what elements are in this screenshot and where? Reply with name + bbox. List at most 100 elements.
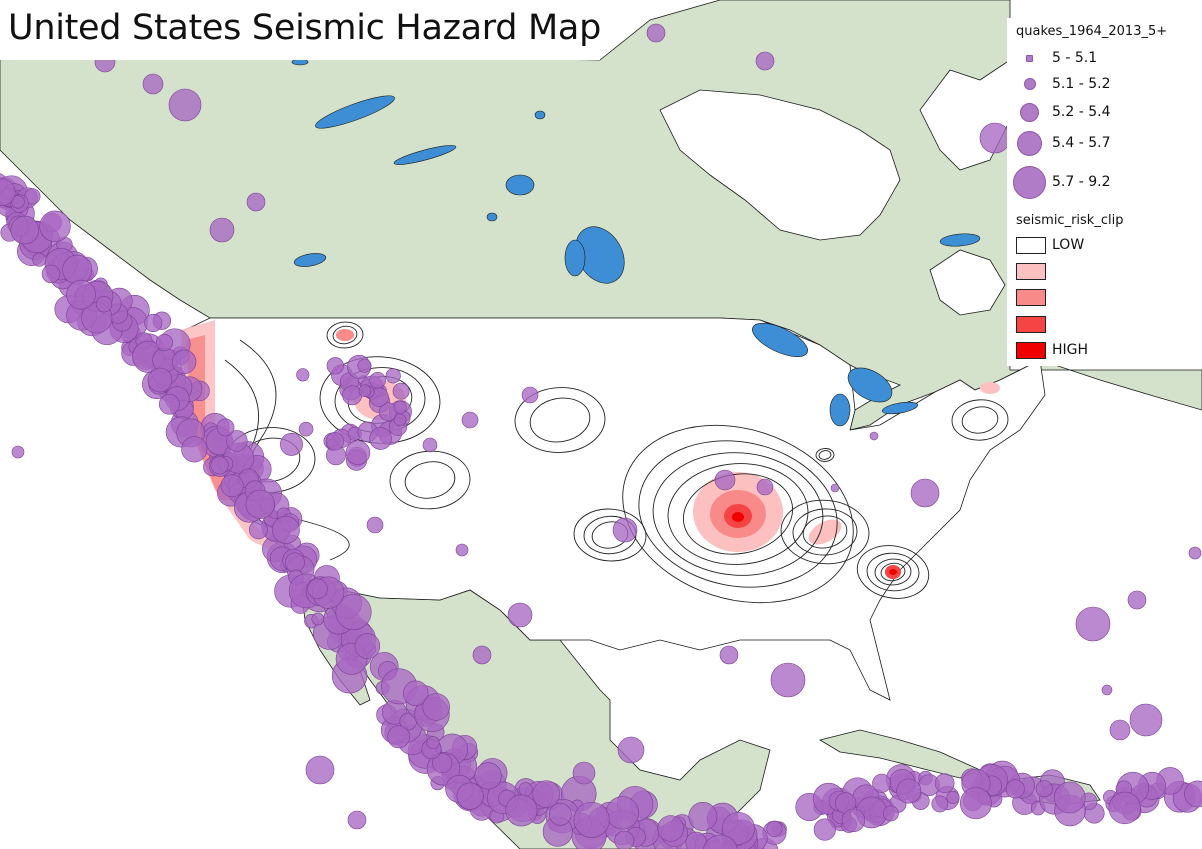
quake-marker bbox=[41, 264, 61, 284]
quake-marker bbox=[158, 393, 180, 415]
legend-risk-class bbox=[1007, 287, 1202, 307]
quake-marker bbox=[392, 382, 410, 400]
hazard-contour bbox=[866, 552, 920, 592]
hazard-contour bbox=[638, 440, 838, 588]
risk-zone bbox=[336, 329, 354, 341]
quake-marker bbox=[1108, 791, 1141, 825]
quake-marker bbox=[11, 445, 25, 459]
quake-marker bbox=[284, 552, 305, 573]
quake-marker bbox=[280, 432, 303, 456]
quake-marker bbox=[1127, 590, 1147, 610]
quake-marker bbox=[357, 358, 372, 373]
quake-marker bbox=[703, 834, 738, 849]
hazard-contour bbox=[514, 387, 606, 453]
risk-zone bbox=[889, 569, 897, 575]
lake-shape bbox=[564, 239, 586, 277]
quake-marker bbox=[910, 478, 940, 508]
quake-marker bbox=[358, 384, 372, 397]
quake-marker bbox=[959, 787, 992, 820]
quake-marker bbox=[612, 517, 638, 543]
hazard-contour bbox=[529, 397, 591, 443]
quake-marker bbox=[1109, 719, 1131, 741]
quake-marker bbox=[432, 752, 453, 774]
legend-risk-class bbox=[1007, 261, 1202, 281]
legend-risk-class bbox=[1007, 314, 1202, 334]
hazard-contour bbox=[802, 515, 848, 549]
quake-marker bbox=[934, 773, 955, 794]
quake-marker bbox=[209, 217, 235, 243]
risk-zone bbox=[185, 335, 235, 500]
quake-marker bbox=[387, 725, 411, 749]
quake-marker bbox=[385, 368, 401, 384]
hazard-contour bbox=[961, 406, 999, 434]
quake-marker bbox=[770, 662, 806, 698]
hazard-contour bbox=[780, 499, 870, 565]
legend-quake-label: 5.2 - 5.4 bbox=[1052, 104, 1111, 120]
hazard-contour bbox=[667, 463, 809, 565]
legend-quakes-heading: quakes_1964_2013_5+ bbox=[1016, 24, 1168, 39]
legend-quake-label: 5 - 5.1 bbox=[1052, 50, 1098, 66]
quake-marker bbox=[1075, 606, 1111, 642]
legend-risk-heading: seismic_risk_clip bbox=[1016, 213, 1124, 228]
lake-shape bbox=[847, 367, 893, 403]
legend-quake-class: 5.7 - 9.2 bbox=[1007, 166, 1202, 199]
hudson-bay bbox=[659, 89, 901, 241]
risk-zone bbox=[180, 320, 290, 560]
quake-marker bbox=[246, 192, 266, 212]
quake-marker bbox=[225, 430, 248, 452]
quake-marker bbox=[10, 215, 40, 245]
quake-marker bbox=[719, 645, 739, 665]
st-lawrence-gulf bbox=[929, 249, 1006, 316]
legend-quake-label: 5.1 - 5.2 bbox=[1052, 76, 1111, 92]
quake-marker bbox=[505, 794, 538, 827]
quake-marker bbox=[168, 88, 202, 122]
quake-marker bbox=[456, 782, 484, 810]
quake-marker bbox=[869, 431, 879, 441]
hazard-contour bbox=[856, 545, 930, 599]
hazard-contour bbox=[622, 424, 854, 604]
quake-marker bbox=[872, 773, 892, 793]
quake-marker bbox=[461, 411, 479, 429]
quake-marker bbox=[572, 761, 596, 785]
lake-shape bbox=[881, 401, 919, 415]
lake-shape bbox=[939, 233, 981, 247]
risk-zone bbox=[980, 382, 1000, 394]
hazard-contour bbox=[332, 325, 358, 345]
lake-shape bbox=[293, 253, 327, 267]
quake-marker bbox=[979, 122, 1011, 154]
quake-marker bbox=[347, 810, 367, 830]
legend-risk-class: LOW bbox=[1007, 235, 1202, 255]
quake-marker bbox=[403, 680, 429, 706]
quake-marker bbox=[946, 790, 960, 805]
quake-marker bbox=[181, 436, 208, 463]
hazard-contour bbox=[652, 452, 824, 576]
lake-shape bbox=[393, 145, 457, 165]
quake-marker bbox=[518, 782, 533, 797]
quake-marker bbox=[883, 805, 899, 822]
lake-shape bbox=[534, 110, 546, 120]
legend-quake-class: 5.4 - 5.7 bbox=[1007, 131, 1202, 156]
quake-marker bbox=[931, 795, 949, 813]
risk-swatch bbox=[1016, 316, 1046, 333]
quake-marker bbox=[455, 543, 469, 557]
map-legend: quakes_1964_2013_5+ 5 - 5.1 5.1 - 5.2 5.… bbox=[1007, 18, 1202, 366]
quake-marker bbox=[1129, 703, 1163, 737]
quake-marker bbox=[1005, 779, 1025, 799]
quake-marker bbox=[472, 645, 492, 665]
quake-marker bbox=[393, 400, 407, 414]
map-title: United States Seismic Hazard Map bbox=[8, 8, 601, 48]
risk-swatch bbox=[1016, 263, 1046, 280]
quake-marker bbox=[220, 474, 244, 498]
hazard-contour bbox=[818, 450, 832, 460]
quake-marker bbox=[521, 386, 539, 404]
quake-marker bbox=[841, 808, 866, 833]
quake-marker bbox=[296, 368, 310, 382]
quake-marker bbox=[766, 820, 783, 837]
quakes-layer bbox=[0, 21, 1202, 849]
hazard-contour bbox=[326, 321, 364, 349]
quake-marker bbox=[714, 469, 736, 491]
risk-zone bbox=[808, 519, 842, 545]
lake-shape bbox=[829, 393, 851, 427]
legend-quake-label: 5.7 - 9.2 bbox=[1052, 174, 1111, 190]
